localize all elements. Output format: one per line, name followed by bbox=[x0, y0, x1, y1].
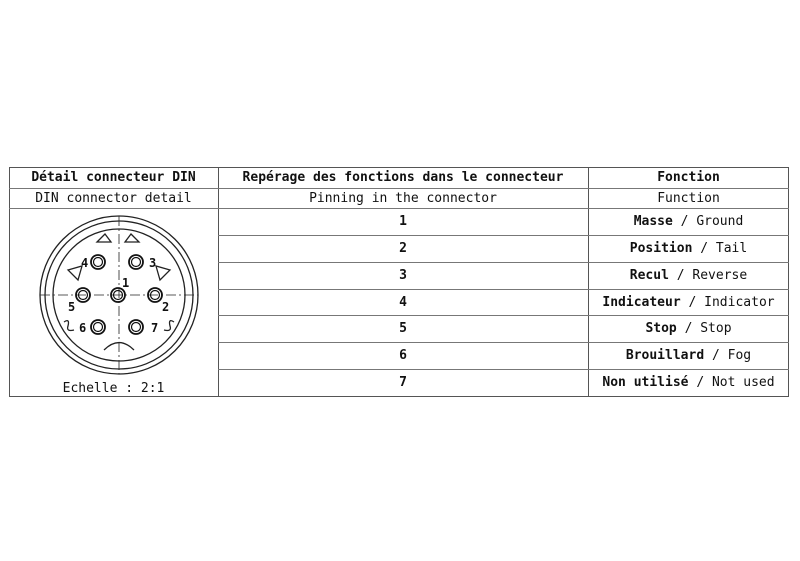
pin-5-contact bbox=[75, 287, 91, 303]
pin-7-contact bbox=[128, 319, 144, 335]
pin-1-contact bbox=[110, 287, 126, 303]
row-divider bbox=[218, 235, 789, 236]
pin-2-contact bbox=[147, 287, 163, 303]
row-divider bbox=[218, 315, 789, 316]
function-fr: Position bbox=[629, 241, 693, 256]
pin-number: 2 bbox=[399, 241, 407, 256]
separator: / bbox=[684, 321, 693, 336]
function-cell: Brouillard / Fog bbox=[588, 342, 789, 369]
column-divider bbox=[218, 167, 219, 397]
function-en: Stop bbox=[700, 321, 732, 336]
function-cell: Position / Tail bbox=[588, 235, 789, 262]
row-divider bbox=[9, 188, 789, 189]
function-en: Fog bbox=[727, 348, 752, 363]
pin-6-contact bbox=[92, 321, 104, 333]
scale-label: Echelle : 2:1 bbox=[62, 380, 165, 396]
row-divider bbox=[218, 342, 789, 343]
header-pinning: Repérage des fonctions dans le connecteu… bbox=[242, 170, 564, 185]
pin-4-contact bbox=[92, 256, 104, 268]
subheader-connector-detail: DIN connector detail bbox=[35, 190, 192, 206]
separator: / bbox=[676, 268, 685, 283]
pin-5-contact bbox=[77, 289, 89, 301]
pin-1-contact bbox=[112, 289, 124, 301]
function-cell: Non utilisé / Not used bbox=[588, 369, 789, 396]
function-en: Tail bbox=[715, 241, 748, 256]
pin-label-3: 3 bbox=[149, 256, 156, 270]
function-fr: Masse bbox=[633, 214, 673, 229]
separator: / bbox=[688, 295, 697, 310]
pin-label-2: 2 bbox=[162, 300, 169, 314]
pin-label-1: 1 bbox=[122, 276, 129, 290]
pin-3-contact bbox=[128, 254, 144, 270]
pin-number: 7 bbox=[399, 375, 407, 390]
row-divider bbox=[218, 289, 789, 290]
function-cell: Masse / Ground bbox=[588, 208, 789, 235]
pin-label-4: 4 bbox=[81, 256, 88, 270]
header-connector-detail: Détail connecteur DIN bbox=[31, 170, 196, 185]
pin-3-contact bbox=[130, 256, 142, 268]
header-function: Fonction bbox=[657, 170, 720, 185]
function-fr: Recul bbox=[629, 268, 669, 283]
function-en: Ground bbox=[696, 214, 744, 229]
pinout-table bbox=[9, 167, 789, 397]
subheader-pinning: Pinning in the connector bbox=[309, 190, 497, 206]
pin-6-contact bbox=[90, 319, 106, 335]
pin-number: 3 bbox=[399, 268, 407, 283]
function-en: Not used bbox=[711, 375, 775, 390]
subheader-function: Function bbox=[657, 190, 720, 206]
pin-number: 5 bbox=[399, 321, 407, 336]
separator: / bbox=[700, 241, 709, 256]
function-fr: Indicateur bbox=[602, 295, 681, 310]
function-en: Reverse bbox=[692, 268, 748, 283]
row-divider bbox=[218, 262, 789, 263]
pin-2-contact bbox=[149, 289, 161, 301]
function-fr: Non utilisé bbox=[602, 375, 689, 390]
row-divider bbox=[218, 369, 789, 370]
separator: / bbox=[680, 214, 689, 229]
pin-7-contact bbox=[130, 321, 142, 333]
function-fr: Brouillard bbox=[625, 348, 705, 363]
function-cell: Stop / Stop bbox=[588, 315, 789, 342]
function-en: Indicator bbox=[704, 295, 775, 310]
function-fr: Stop bbox=[645, 321, 677, 336]
function-cell: Recul / Reverse bbox=[588, 262, 789, 289]
separator: / bbox=[711, 348, 720, 363]
pin-number: 4 bbox=[399, 295, 407, 310]
column-divider bbox=[588, 167, 589, 397]
separator: / bbox=[696, 375, 705, 390]
pin-number: 6 bbox=[399, 348, 407, 363]
pin-4-contact bbox=[90, 254, 106, 270]
pin-number: 1 bbox=[399, 214, 407, 229]
pin-label-5: 5 bbox=[68, 300, 75, 314]
function-cell: Indicateur / Indicator bbox=[588, 289, 789, 316]
row-divider bbox=[9, 208, 789, 209]
pin-label-6: 6 bbox=[79, 321, 86, 335]
pin-label-7: 7 bbox=[151, 321, 158, 335]
